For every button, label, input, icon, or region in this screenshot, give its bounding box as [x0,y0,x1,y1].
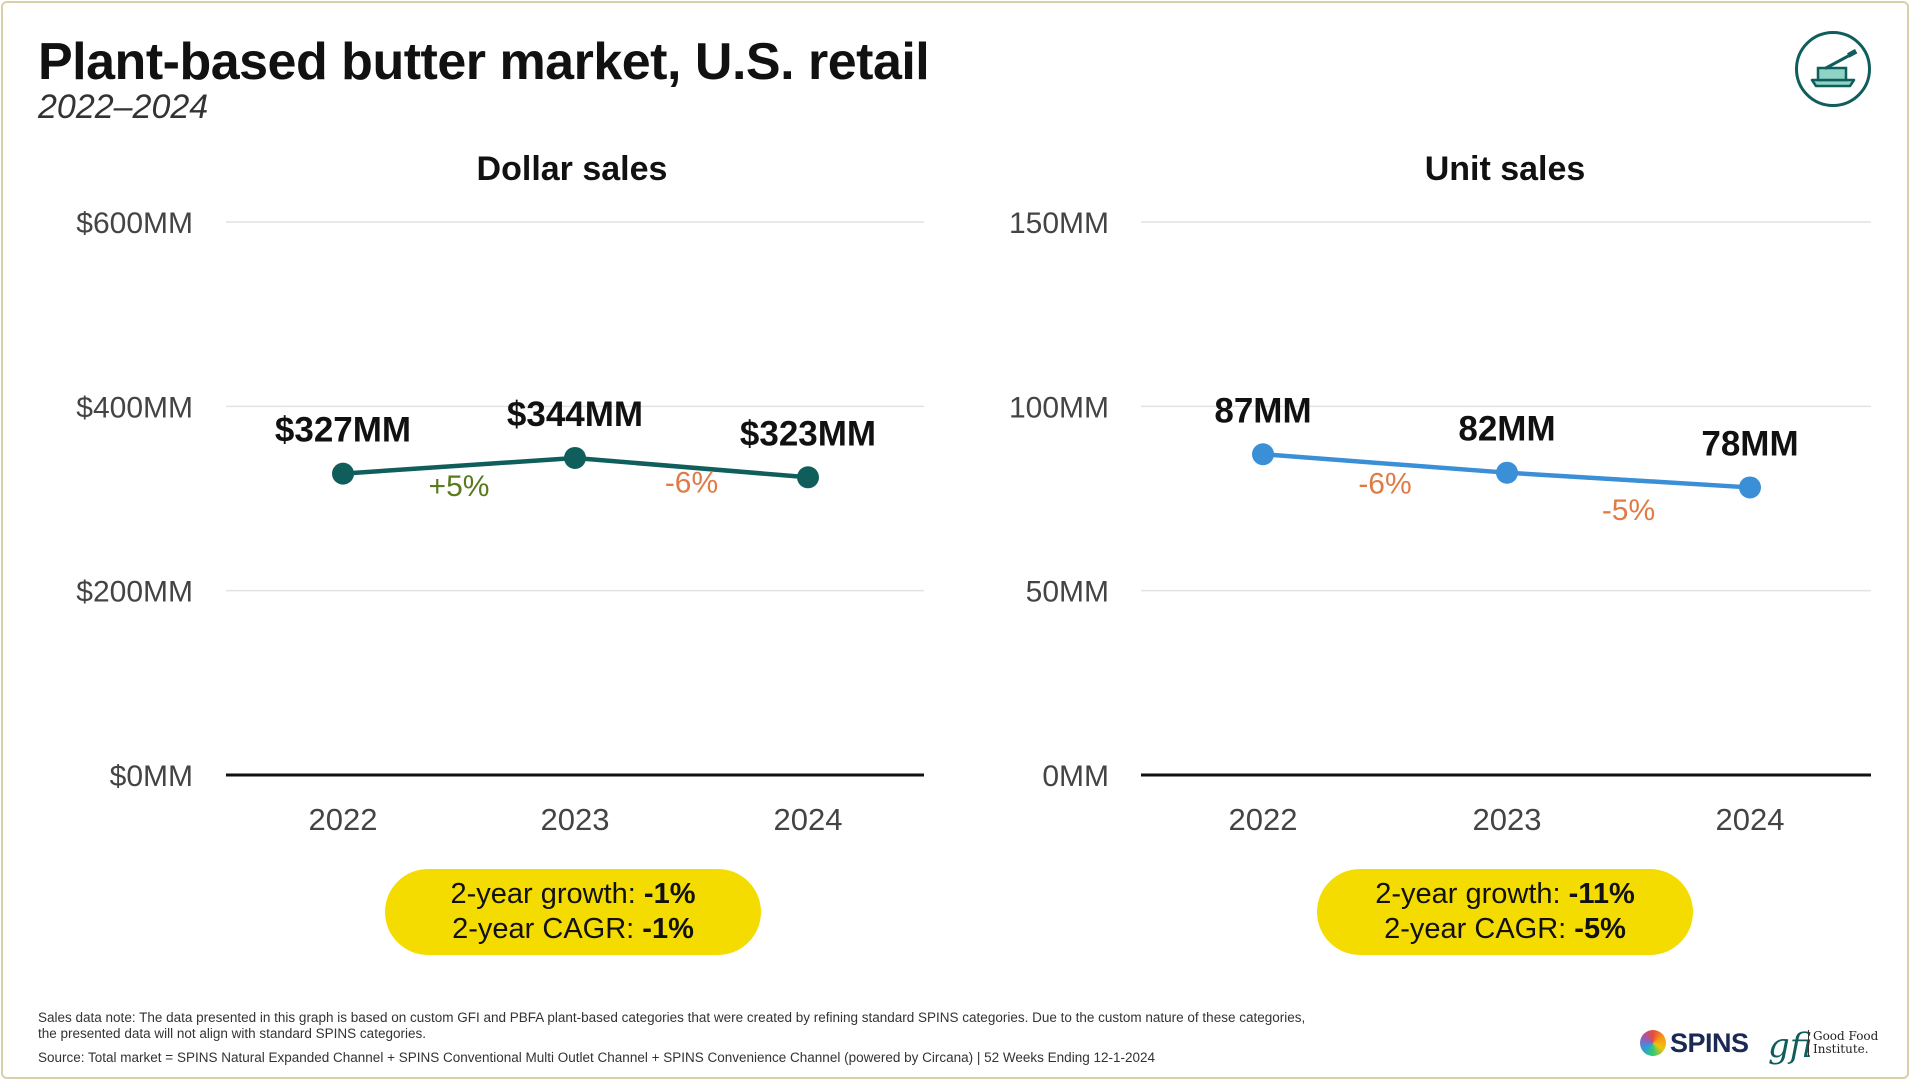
cagr-label: 2-year CAGR: [1384,913,1575,945]
x-tick-label: 2022 [309,802,378,837]
page-title: Plant-based butter market, U.S. retail [38,33,930,91]
summary-pill-dollar: 2-year growth: -1% 2-year CAGR: -1% [385,869,761,955]
y-tick-label: 0MM [1042,760,1109,793]
data-point [564,446,586,469]
data-point [332,462,354,485]
data-label: 78MM [1701,424,1798,463]
y-tick-label: $0MM [110,760,193,793]
chart-title: Dollar sales [477,150,668,188]
change-label: +5% [429,470,490,503]
data-point [1496,461,1518,484]
growth-value: -11% [1568,878,1635,910]
spins-logo: SPINS [1640,1028,1749,1059]
x-tick-label: 2023 [541,802,610,837]
data-label: $327MM [275,411,411,450]
data-point [1252,443,1274,466]
change-label: -6% [1358,467,1411,500]
y-tick-label: 50MM [1026,576,1109,609]
data-point [797,466,819,489]
x-tick-label: 2022 [1229,802,1298,837]
charts-canvas: Dollar sales $0MM $200MM $400MM $600MM 2022 20… [76,150,1871,837]
note-line-2: the presented data will not align with s… [38,1026,426,1041]
sales-data-note: Sales data note: The data presented in t… [38,1010,1305,1042]
data-label: $323MM [740,414,876,453]
gfi-wordmark: Good Food Institute. [1808,1030,1878,1056]
cagr-value: -5% [1574,913,1626,945]
x-tick-label: 2023 [1473,802,1542,837]
y-tick-label: 100MM [1009,391,1109,424]
gfi-logo: gfi [1768,1026,1813,1066]
data-label: 87MM [1214,391,1311,430]
page-subtitle: 2022–2024 [38,88,209,126]
data-label: 82MM [1458,410,1555,449]
gfi-line-2: Institute. [1813,1042,1869,1056]
x-tick-label: 2024 [774,802,843,837]
growth-value: -1% [643,878,696,910]
cagr-value: -1% [642,913,694,945]
change-label: -6% [665,467,718,500]
gfi-line-1: Good Food [1813,1029,1879,1043]
data-point [1739,476,1761,499]
x-tick-label: 2024 [1716,802,1785,837]
spins-globe-icon [1640,1030,1666,1056]
y-tick-label: $400MM [76,391,193,424]
note-line-1: Sales data note: The data presented in t… [38,1010,1306,1025]
source-note: Source: Total market = SPINS Natural Exp… [38,1050,1156,1065]
growth-label: 2-year growth: [1375,878,1569,910]
chart-title: Unit sales [1425,150,1586,188]
y-tick-label: $600MM [76,207,193,240]
growth-label: 2-year growth: [450,878,644,910]
summary-pill-unit: 2-year growth: -11% 2-year CAGR: -5% [1317,869,1693,955]
y-tick-label: 150MM [1009,207,1109,240]
y-tick-label: $200MM [76,576,193,609]
spins-logo-text: SPINS [1670,1028,1749,1058]
change-label: -5% [1602,494,1655,527]
butter-dish-icon [1795,31,1871,107]
data-label: $344MM [507,395,643,434]
cagr-label: 2-year CAGR: [452,913,643,945]
